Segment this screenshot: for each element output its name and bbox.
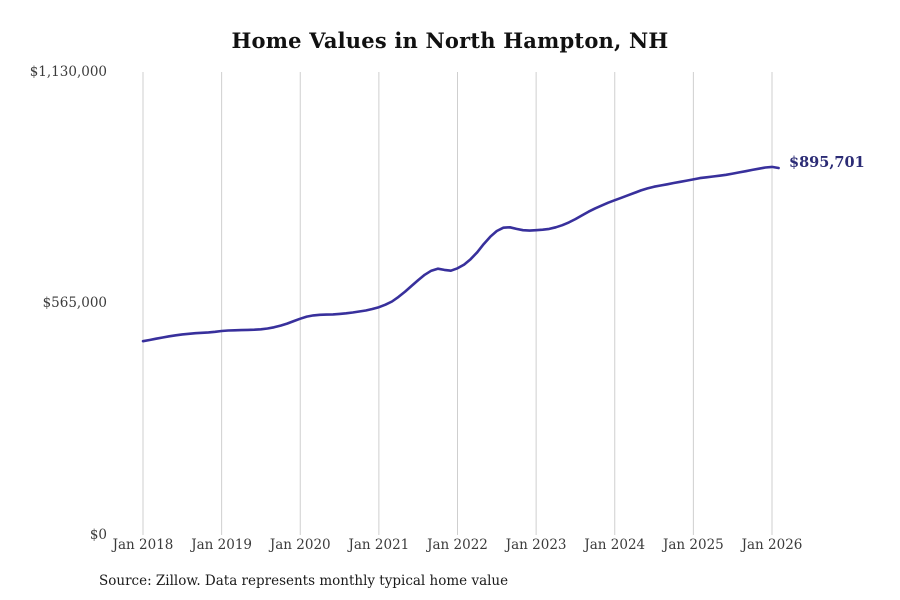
x-axis-label: Jan 2019 (191, 537, 253, 553)
home-value-line (141, 165, 780, 343)
x-axis-label: Jan 2025 (662, 537, 724, 553)
source-note: Source: Zillow. Data represents monthly … (99, 573, 509, 589)
y-axis-label-max: $1,130,000 (29, 64, 107, 80)
x-axis-label: Jan 2023 (505, 537, 567, 553)
x-axis-label: Jan 2018 (112, 537, 174, 553)
y-axis-label-mid: $565,000 (42, 295, 107, 311)
x-axis-label: Jan 2020 (269, 537, 331, 553)
latest-value-annotation: $895,701 (789, 154, 865, 171)
chart-title: Home Values in North Hampton, NH (231, 28, 669, 53)
x-axis-label: Jan 2024 (584, 537, 646, 553)
x-axis-label: Jan 2026 (741, 537, 803, 553)
x-axis-label: Jan 2022 (427, 537, 488, 553)
y-axis-label-zero: $0 (89, 527, 107, 543)
x-axis-label: Jan 2021 (348, 537, 410, 553)
